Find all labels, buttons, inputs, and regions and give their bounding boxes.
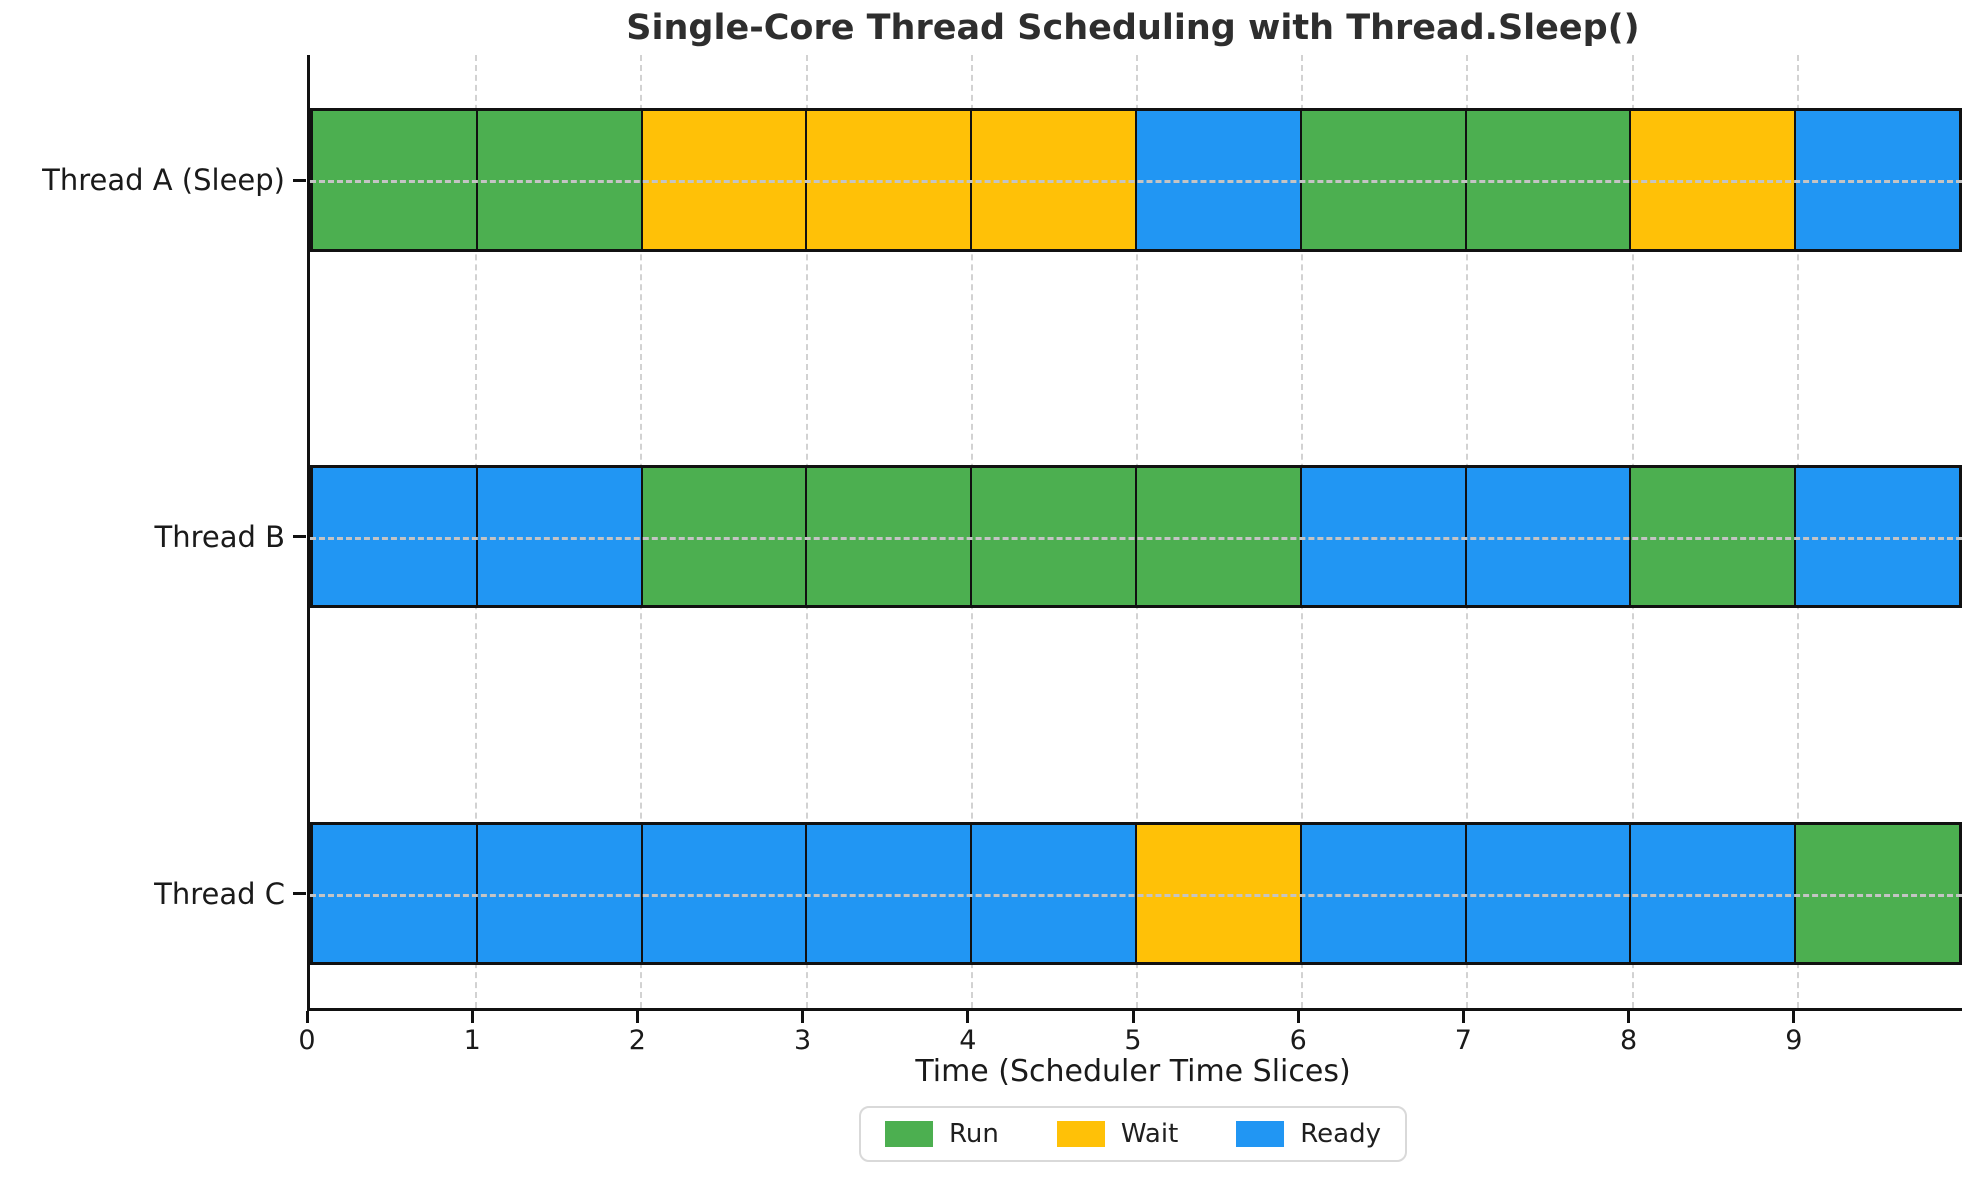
x-tick-mark — [1296, 1011, 1300, 1023]
horizontal-gridline — [310, 893, 1962, 897]
y-tick-label: Thread A (Sleep) — [42, 163, 285, 197]
x-tick-mark — [1131, 1011, 1135, 1023]
x-tick-mark — [1461, 1011, 1465, 1023]
x-tick-label: 2 — [628, 1025, 646, 1056]
legend-label: Ready — [1300, 1119, 1381, 1149]
chart-title: Single-Core Thread Scheduling with Threa… — [626, 8, 1640, 48]
y-axis-labels: Thread A (Sleep) Thread B Thread C — [0, 0, 285, 1100]
x-tick-label: 8 — [1620, 1025, 1638, 1056]
x-tick-mark — [305, 1011, 309, 1023]
x-tick-mark — [1792, 1011, 1796, 1023]
x-tick-label: 0 — [298, 1025, 316, 1056]
y-tick-mark — [293, 892, 306, 895]
x-tick-label: 6 — [1289, 1025, 1307, 1056]
y-tick-label: Thread B — [154, 519, 285, 554]
x-tick-mark — [1627, 1011, 1631, 1023]
x-tick-label: 3 — [794, 1025, 812, 1056]
x-tick-mark — [966, 1011, 970, 1023]
legend-label: Run — [949, 1119, 999, 1149]
x-tick-label: 9 — [1785, 1025, 1803, 1056]
horizontal-gridline — [310, 180, 1962, 183]
x-tick-label: 7 — [1454, 1025, 1472, 1056]
x-tick-mark — [635, 1011, 639, 1023]
y-tick-mark — [293, 178, 306, 182]
x-tick-mark — [801, 1011, 805, 1023]
x-tick-mark — [470, 1011, 474, 1023]
x-tick-label: 4 — [959, 1025, 977, 1056]
x-tick-label: 1 — [463, 1025, 481, 1056]
x-axis: 0 1 2 3 4 5 6 7 8 9 — [298, 1011, 1959, 1071]
legend: Run Wait Ready — [859, 1106, 1407, 1162]
horizontal-gridline — [310, 536, 1962, 540]
y-tick-label: Thread C — [154, 876, 285, 911]
legend-swatch-wait — [1056, 1121, 1105, 1147]
legend-item: Ready — [1236, 1119, 1381, 1149]
legend-swatch-run — [885, 1121, 934, 1147]
x-axis-label: Time (Scheduler Time Slices) — [915, 1054, 1351, 1089]
legend-item: Run — [885, 1119, 999, 1149]
legend-swatch-ready — [1236, 1121, 1285, 1147]
x-tick-label: 5 — [1124, 1025, 1142, 1056]
y-tick-mark — [293, 535, 306, 538]
legend-item: Wait — [1056, 1119, 1179, 1149]
legend-label: Wait — [1120, 1119, 1179, 1149]
plot-area — [293, 55, 1962, 1011]
